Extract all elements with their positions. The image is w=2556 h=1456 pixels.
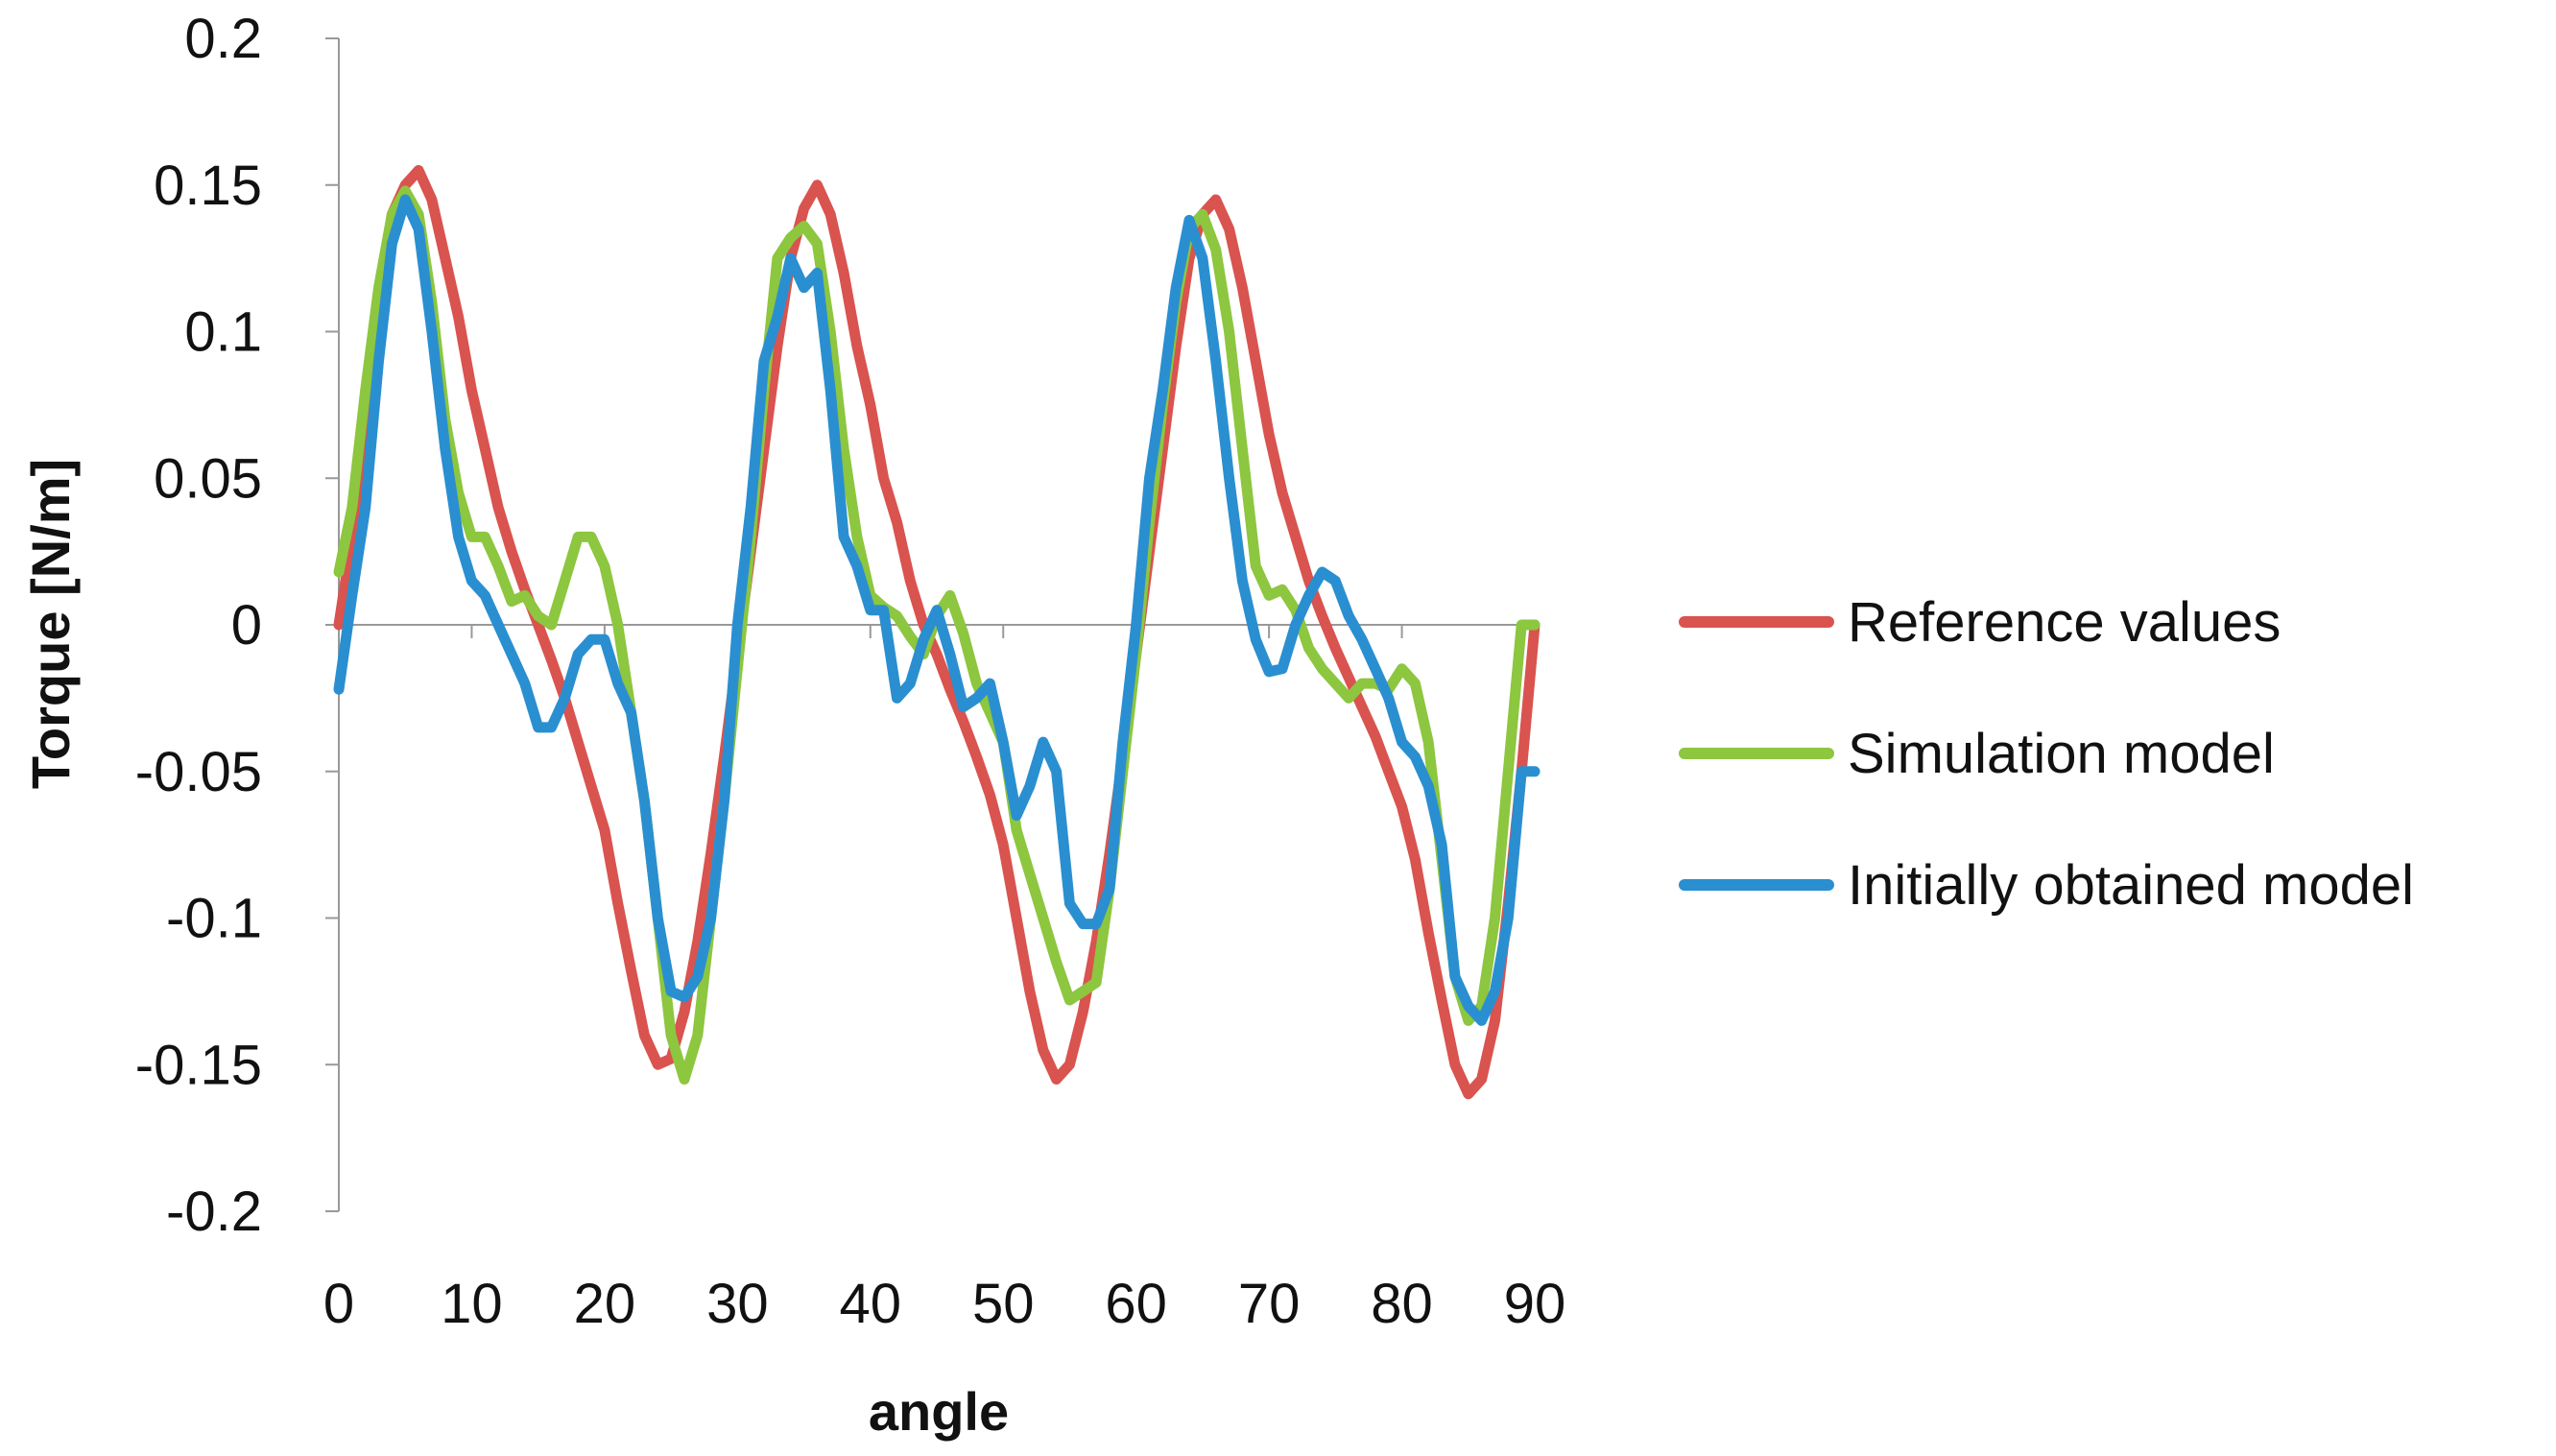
x-tick-label: 40	[840, 1273, 902, 1335]
x-tick-label: 0	[323, 1273, 354, 1335]
y-tick-label: -0.1	[166, 888, 262, 950]
legend: Reference values Simulation model Initiall…	[1679, 591, 2414, 917]
y-axis-title: Torque [N/m]	[20, 459, 81, 789]
series-lines	[333, 165, 1541, 1100]
x-tick-label: 90	[1504, 1273, 1566, 1335]
series-line-reference-values	[333, 165, 1541, 1100]
x-tick-label: 80	[1371, 1273, 1433, 1335]
series-line-initially-obtained-model	[333, 194, 1541, 1026]
x-tick-labels: 0 10 20 30 40 50 60 70 80 90	[323, 1273, 1565, 1335]
y-tick-label: -0.2	[166, 1181, 262, 1243]
y-tick-label: -0.15	[135, 1034, 262, 1096]
x-axis-title: angle	[869, 1381, 1009, 1442]
legend-label-initially-obtained-model: Initially obtained model	[1848, 854, 2414, 917]
y-tick-label: 0.05	[154, 447, 262, 510]
x-tick-label: 20	[574, 1273, 636, 1335]
x-tick-label: 10	[441, 1273, 503, 1335]
x-tick-label: 50	[972, 1273, 1035, 1335]
x-tick-label: 60	[1105, 1273, 1167, 1335]
y-tick-label: -0.05	[135, 741, 262, 803]
y-tick-label: 0.2	[184, 8, 262, 70]
x-tick-label: 30	[706, 1273, 769, 1335]
y-tick-labels: 0.2 0.15 0.1 0.05 0 -0.05 -0.1 -0.15 -0.2	[135, 8, 262, 1243]
x-tick-label: 70	[1238, 1273, 1301, 1335]
y-tick-label: 0.15	[154, 155, 262, 217]
legend-label-reference-values: Reference values	[1848, 591, 2281, 654]
y-tick-label: 0.1	[184, 301, 262, 364]
legend-label-simulation-model: Simulation model	[1848, 723, 2275, 785]
y-tick-label: 0	[231, 594, 262, 656]
